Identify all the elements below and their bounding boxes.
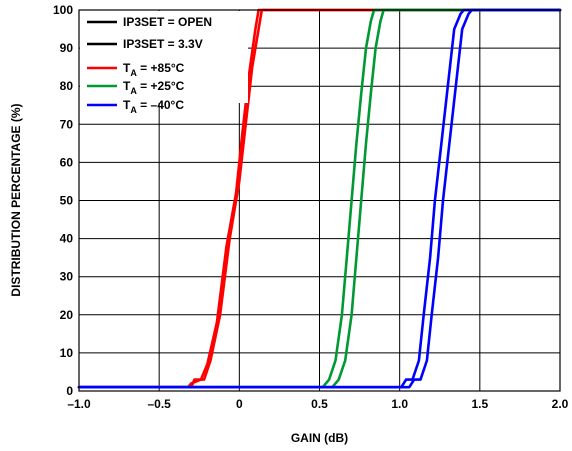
legend-label-1: IP3SET = OPEN [123,15,212,29]
x-tick-label: –1.0 [67,397,91,411]
y-tick-label: 100 [53,3,73,17]
x-tick-label: 0.5 [311,397,328,411]
y-axis-tick-labels: 0 10 20 30 40 50 60 70 80 90 100 [53,3,73,398]
series-line-4 [77,8,562,389]
series-layer [77,8,562,389]
legend-label-2: IP3SET = 3.3V [123,37,203,51]
y-tick-label: 60 [60,155,74,169]
plot-frame [78,9,561,392]
y-tick-label: 30 [60,270,74,284]
x-tick-label: 1.0 [391,397,408,411]
y-tick-label: 50 [60,194,74,208]
series-line-1 [77,8,562,389]
legend-label-3: TA = +85°C [123,61,185,78]
x-tick-label: 1.5 [471,397,488,411]
series-line-5 [77,8,562,389]
x-tick-label: 0 [236,397,243,411]
legend-box [80,11,248,103]
y-tick-label: 90 [60,41,74,55]
series-line-6 [77,8,562,389]
series-line-3 [77,8,562,389]
x-tick-label: –0.5 [147,397,171,411]
y-tick-label: 80 [60,79,74,93]
y-tick-label: 20 [60,308,74,322]
legend-label-4: TA = +25°C [123,79,185,96]
y-axis-label: DISTRIBUTION PERCENTAGE (%) [9,103,23,296]
x-axis-tick-labels: –1.0 –0.5 0 0.5 1.0 1.5 2.0 [67,397,568,411]
legend-label-5: TA = –40°C [123,98,184,115]
y-tick-label: 40 [60,232,74,246]
x-axis-label: GAIN (dB) [291,431,348,445]
y-tick-label: 10 [60,346,74,360]
x-tick-label: 2.0 [552,397,569,411]
y-tick-label: 0 [66,384,73,398]
y-tick-label: 70 [60,117,74,131]
series-line-2 [77,8,562,389]
